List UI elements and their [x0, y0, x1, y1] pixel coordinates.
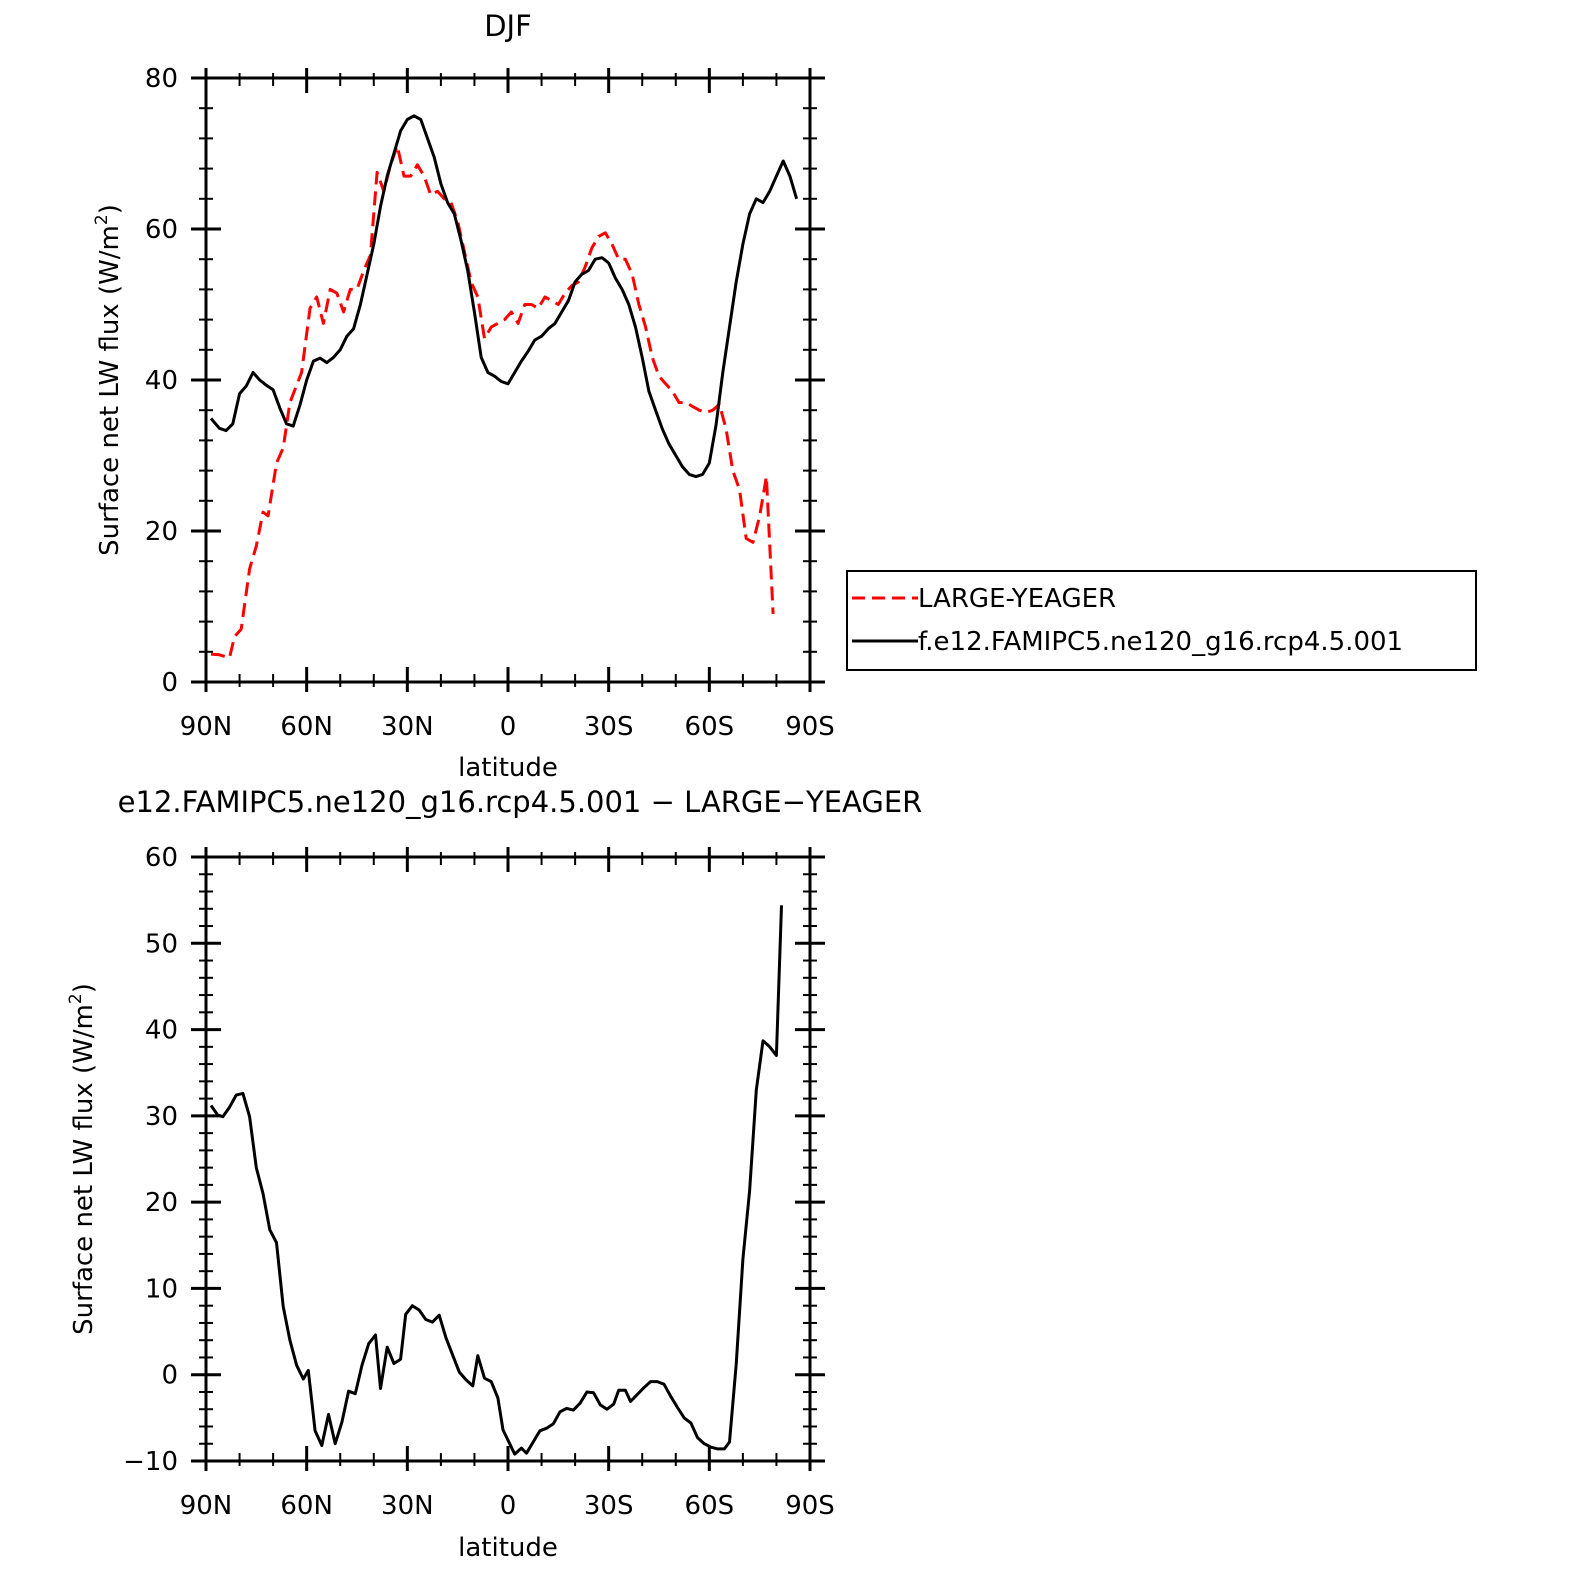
bottom-x-tick-label: 90N: [180, 1491, 233, 1521]
top-x-tick-label: 0: [500, 712, 517, 742]
bottom-chart-title: e12.FAMIPC5.ne120_g16.rcp4.5.001 − LARGE…: [118, 785, 923, 819]
bottom-y-tick-label: 60: [145, 843, 178, 873]
bottom-y-tick-label: 20: [145, 1188, 178, 1218]
bottom-x-tick-label: 90S: [785, 1491, 835, 1521]
top-plot-frame: [204, 76, 812, 684]
bottom-x-tick-label: 30S: [584, 1491, 634, 1521]
bottom-plot-frame: [204, 855, 812, 1463]
bottom-y-tick-label: 10: [145, 1274, 178, 1304]
bottom-x-tick-label: 60N: [280, 1491, 333, 1521]
top-series-line-1: [209, 114, 799, 479]
bottom-y-axis-title-sup: 2: [66, 993, 86, 1004]
bottom-ticks: [191, 847, 825, 1471]
top-y-axis-title: Surface net LW flux (W/m2): [92, 204, 125, 556]
bottom-x-tick-label: 0: [500, 1491, 517, 1521]
top-x-tick-label: 30S: [584, 712, 634, 742]
bottom-y-tick-label: 0: [161, 1361, 178, 1391]
legend: LARGE-YEAGER f.e12.FAMIPC5.ne120_g16.rcp…: [846, 570, 1477, 671]
top-panel: DJF 90N 60N 30N 0 30S 60S 90S 0 20 40 60 80 latitud…: [92, 9, 835, 783]
top-x-axis-title: latitude: [458, 753, 558, 783]
top-y-tick-label: 60: [145, 215, 178, 245]
top-y-tick-label: 40: [145, 366, 178, 396]
bottom-x-tick-label: 30N: [381, 1491, 434, 1521]
top-y-tick-label: 80: [145, 64, 178, 94]
top-x-tick-label: 60S: [685, 712, 735, 742]
bottom-x-axis-title: latitude: [458, 1533, 558, 1563]
bottom-tick-labels: 90N 60N 30N 0 30S 60S 90S −10 0 10 20 30 40 50 60: [123, 843, 835, 1521]
top-series-line-0: [210, 144, 775, 660]
legend-label-large-yeager: LARGE-YEAGER: [918, 584, 1116, 614]
bottom-y-axis-title-text: Surface net LW flux (W/m: [69, 1004, 99, 1335]
top-x-tick-label: 90N: [180, 712, 233, 742]
top-x-tick-label: 90S: [785, 712, 835, 742]
top-tick-labels: 90N 60N 30N 0 30S 60S 90S 0 20 40 60 80: [145, 64, 835, 742]
bottom-panel: e12.FAMIPC5.ne120_g16.rcp4.5.001 − LARGE…: [66, 785, 922, 1563]
top-chart-title: DJF: [484, 9, 532, 43]
top-x-tick-label: 30N: [381, 712, 434, 742]
top-y-axis-title-sup: 2: [92, 214, 112, 225]
bottom-y-tick-label: 50: [145, 929, 178, 959]
top-y-tick-label: 0: [161, 668, 178, 698]
top-y-tick-label: 20: [145, 517, 178, 547]
top-y-axis-title-close: ): [95, 204, 125, 214]
bottom-series-line-0: [209, 905, 783, 1456]
top-series-group: [209, 114, 799, 660]
legend-box: [846, 570, 1477, 671]
bottom-x-tick-label: 60S: [685, 1491, 735, 1521]
bottom-series-group: [209, 905, 783, 1456]
bottom-y-axis-title: Surface net LW flux (W/m2): [66, 983, 99, 1335]
top-y-axis-title-text: Surface net LW flux (W/m: [95, 225, 125, 556]
bottom-y-tick-label: 40: [145, 1016, 178, 1046]
bottom-y-tick-label: −10: [123, 1447, 178, 1477]
top-ticks: [191, 68, 825, 692]
bottom-y-axis-title-close: ): [69, 983, 99, 993]
top-x-tick-label: 60N: [280, 712, 333, 742]
bottom-y-tick-label: 30: [145, 1102, 178, 1132]
legend-label-model: f.e12.FAMIPC5.ne120_g16.rcp4.5.001: [918, 627, 1403, 657]
